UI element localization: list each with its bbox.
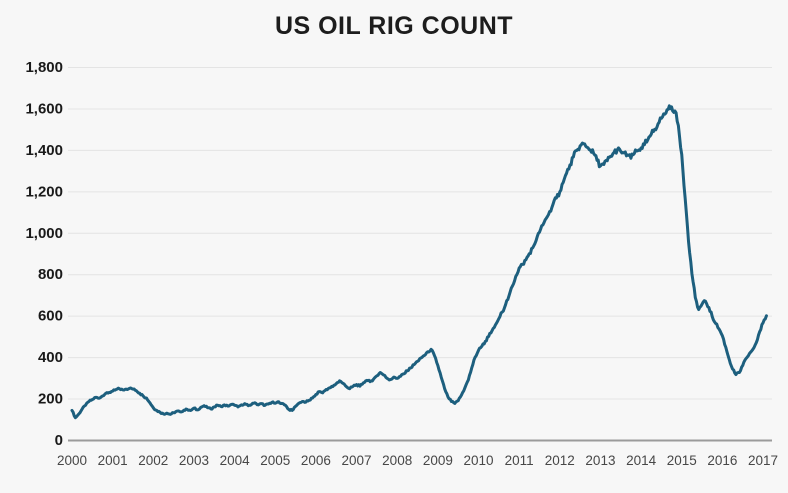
x-axis-tick-label: 2001 — [98, 453, 128, 468]
y-axis-tick-label: 1,000 — [25, 225, 63, 242]
x-axis-tick-label: 2017 — [748, 453, 778, 468]
y-axis-tick-label: 1,800 — [25, 59, 63, 76]
data-line-series — [70, 104, 768, 420]
x-axis-tick-label: 2000 — [57, 453, 87, 468]
x-axis-tick-label: 2012 — [545, 453, 575, 468]
y-axis-tick-label: 1,400 — [25, 142, 63, 159]
x-axis-tick-label: 2015 — [667, 453, 697, 468]
x-axis-tick-label: 2013 — [585, 453, 615, 468]
x-axis-tick-label: 2007 — [342, 453, 372, 468]
x-axis-tick-label: 2008 — [382, 453, 412, 468]
x-axis-tick-label: 2002 — [138, 453, 168, 468]
y-axis-tick-label: 400 — [38, 349, 63, 366]
chart-title: US OIL RIG COUNT — [274, 12, 514, 40]
x-axis-tick-label: 2003 — [179, 453, 209, 468]
x-axis-tick-label: 2009 — [423, 453, 453, 468]
y-axis-tick-label: 600 — [38, 308, 63, 325]
x-axis-tick-label: 2011 — [505, 453, 534, 468]
x-axis-tick-label: 2005 — [260, 453, 290, 468]
y-axis-tick-label: 1,200 — [25, 183, 63, 200]
x-axis-tick-label: 2014 — [626, 453, 657, 468]
y-axis-tick-label: 800 — [38, 266, 63, 283]
y-axis-tick-label: 0 — [55, 432, 63, 449]
x-axis-tick-label: 2016 — [707, 453, 737, 468]
y-axis-tick-label: 1,600 — [25, 100, 63, 117]
x-axis-tick-label: 2010 — [463, 453, 493, 468]
y-axis-tick-label: 200 — [38, 391, 63, 408]
x-axis-tick-label: 2006 — [301, 453, 331, 468]
x-axis-tick-label: 2004 — [220, 453, 251, 468]
